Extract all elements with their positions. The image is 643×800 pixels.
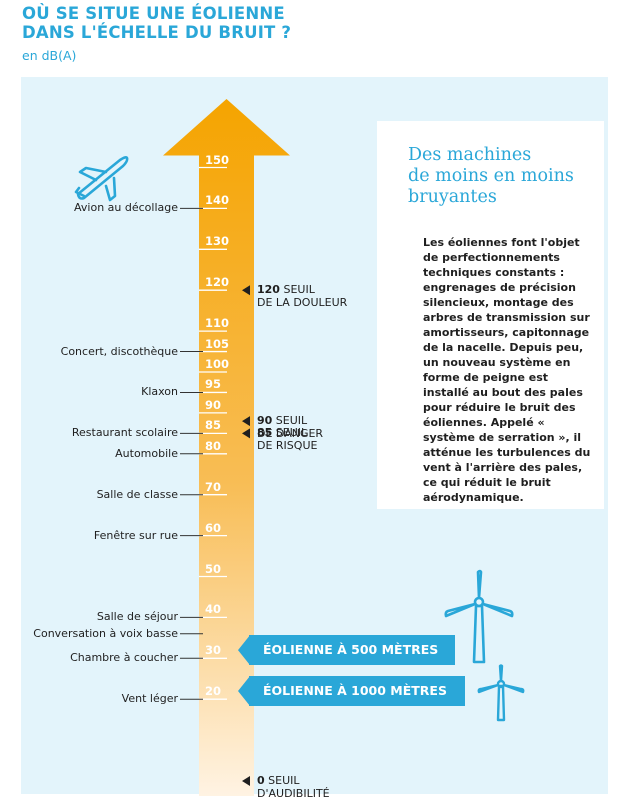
- threshold-label: 85 SEUIL DE RISQUE: [257, 426, 318, 453]
- tick-label: 130: [205, 234, 230, 249]
- title-line-1: OÙ SE SITUE UNE ÉOLIENNE: [22, 4, 285, 23]
- wind-turbine-icon: [477, 664, 525, 722]
- turbine-pointer: [238, 635, 250, 666]
- info-title-line: Des machines: [408, 145, 532, 165]
- info-title-line: bruyantes: [408, 187, 497, 207]
- tick-label: 50: [205, 561, 222, 576]
- source-label: Fenêtre sur rue: [93, 528, 178, 542]
- threshold-marker: [242, 428, 250, 439]
- info-box-text: Les éoliennes font l'objet de perfection…: [423, 236, 591, 504]
- tick-label: 110: [205, 316, 230, 331]
- turbine-pointer: [238, 676, 250, 707]
- source-label: Chambre à coucher: [70, 651, 178, 665]
- tick-label: 105: [205, 336, 230, 351]
- turbine-bar: ÉOLIENNE À 1000 MÈTRES: [249, 676, 465, 707]
- scale-arrow: [163, 99, 290, 796]
- source-label: Automobile: [115, 446, 178, 460]
- tick-label: 85: [205, 418, 222, 433]
- tick-label: 20: [205, 684, 222, 699]
- threshold-marker: [242, 776, 250, 786]
- tick-label: 70: [205, 479, 222, 494]
- threshold-label: 120 SEUIL DE LA DOULEUR: [257, 283, 348, 310]
- source-label: Restaurant scolaire: [71, 426, 178, 440]
- unit-label: en dB(A): [22, 48, 77, 63]
- tick-label: 140: [205, 193, 230, 208]
- title-line-2: DANS L'ÉCHELLE DU BRUIT ?: [22, 23, 292, 42]
- wind-turbine-icon: [444, 569, 514, 664]
- tick-label: 60: [205, 520, 222, 535]
- tick-label: 150: [205, 152, 230, 167]
- chart-title: OÙ SE SITUE UNE ÉOLIENNE DANS L'ÉCHELLE …: [22, 4, 291, 42]
- threshold-label: 0 SEUIL D'AUDIBILITÉ: [257, 774, 330, 800]
- source-label: Salle de séjour: [96, 610, 178, 624]
- source-label: Salle de classe: [96, 487, 178, 501]
- source-label: Conversation à voix basse: [33, 626, 178, 640]
- tick-label: 120: [205, 275, 230, 290]
- threshold-label: 90 SEUIL DE DANGER: [257, 414, 324, 441]
- source-label: Concert, discothèque: [60, 344, 178, 358]
- info-box: Des machines de moins en moins bruyantes…: [377, 121, 604, 509]
- tick-label: 95: [205, 377, 222, 392]
- tick-label: 80: [205, 438, 222, 453]
- turbine-bar: ÉOLIENNE À 500 MÈTRES: [249, 635, 455, 666]
- tick-label: 90: [205, 397, 222, 412]
- source-label: Klaxon: [141, 385, 178, 399]
- tick-label: 100: [205, 357, 230, 371]
- tick-label: 40: [205, 602, 222, 617]
- threshold-marker: [242, 285, 250, 296]
- info-title-line: de moins en moins: [408, 166, 574, 186]
- source-label: Vent léger: [121, 692, 178, 706]
- source-label: Avion au décollage: [74, 201, 178, 215]
- threshold-marker: [242, 416, 250, 427]
- airplane-icon: [74, 156, 129, 202]
- info-box-title: Des machines de moins en moins bruyantes: [408, 145, 574, 208]
- source-labels: Avion au décollage Concert, discothèque Kl…: [0, 0, 178, 796]
- tick-label: 30: [205, 643, 222, 658]
